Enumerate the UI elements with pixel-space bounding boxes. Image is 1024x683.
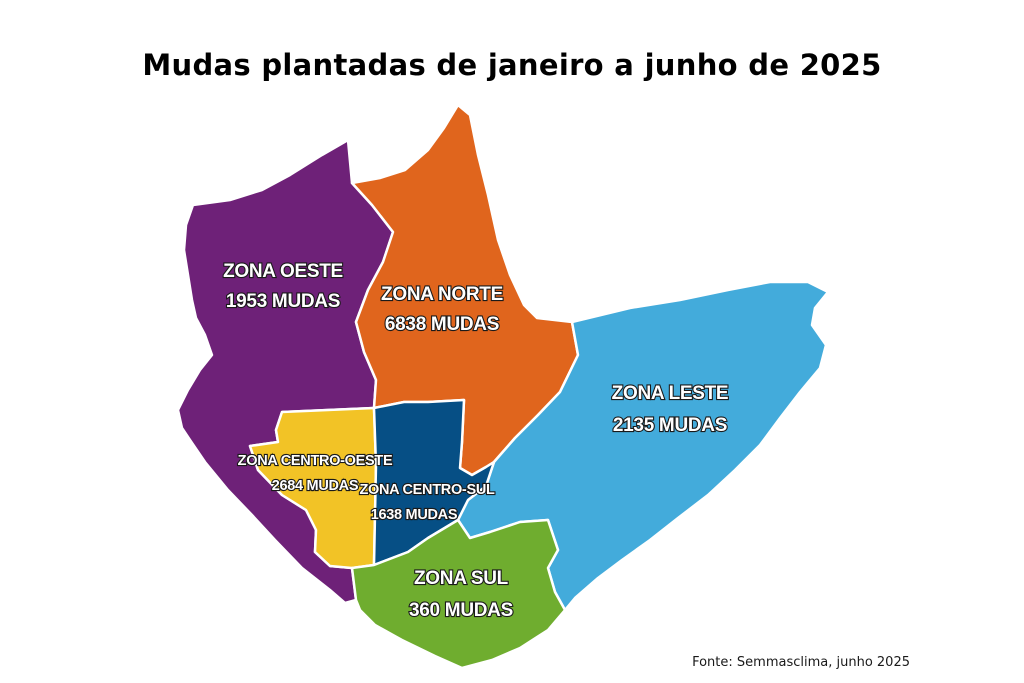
zone-sul-count: 360 MUDAS — [409, 600, 513, 621]
page-title: Mudas plantadas de janeiro a junho de 20… — [142, 48, 882, 82]
zone-centro-oeste-name: ZONA CENTRO-OESTE — [238, 453, 393, 469]
zone-centro-sul-name: ZONA CENTRO-SUL — [359, 482, 495, 498]
zone-centro-sul-count: 1638 MUDAS — [371, 507, 458, 523]
zone-sul-region[interactable] — [350, 518, 567, 670]
zone-oeste-count: 1953 MUDAS — [226, 291, 340, 312]
zone-centro-oeste-count: 2684 MUDAS — [272, 478, 359, 494]
source-note: Fonte: Semmasclima, junho 2025 — [692, 655, 910, 670]
zone-norte-name: ZONA NORTE — [381, 284, 503, 305]
zone-leste-name: ZONA LESTE — [612, 383, 729, 404]
zone-sul-name: ZONA SUL — [414, 568, 509, 589]
zone-norte-count: 6838 MUDAS — [385, 314, 499, 335]
zone-leste-count: 2135 MUDAS — [613, 415, 727, 436]
zone-oeste-name: ZONA OESTE — [223, 261, 343, 282]
